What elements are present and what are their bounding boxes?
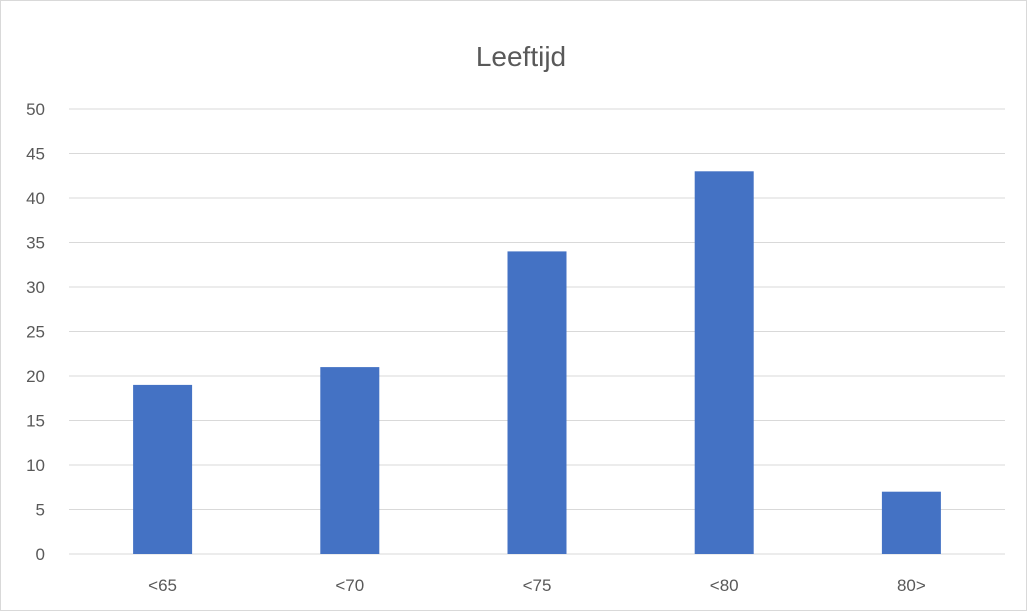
bar	[694, 171, 754, 555]
chart-title: Leeftijd	[476, 41, 566, 72]
y-tick-label: 20	[26, 367, 45, 386]
y-tick-label: 50	[26, 100, 45, 119]
x-tick-label: <80	[710, 576, 739, 595]
y-tick-label: 45	[26, 145, 45, 164]
y-tick-label: 15	[26, 412, 45, 431]
bars	[133, 171, 941, 555]
bar	[881, 491, 941, 554]
bar	[320, 367, 380, 554]
y-tick-label: 40	[26, 189, 45, 208]
y-tick-label: 10	[26, 456, 45, 475]
x-tick-label: 80>	[897, 576, 926, 595]
x-tick-label: <65	[148, 576, 177, 595]
y-tick-label: 25	[26, 323, 45, 342]
y-tick-label: 30	[26, 278, 45, 297]
x-tick-label: <70	[335, 576, 364, 595]
y-tick-label: 0	[36, 545, 45, 564]
bar	[133, 384, 193, 554]
x-tick-label: <75	[523, 576, 552, 595]
x-axis-ticks: <65 <70 <75 <80 80>	[148, 576, 926, 595]
y-tick-label: 35	[26, 234, 45, 253]
bar	[507, 251, 567, 554]
y-axis-ticks: 0 5 10 15 20 25 30 35 40 45 50	[26, 100, 45, 564]
y-tick-label: 5	[36, 501, 45, 520]
